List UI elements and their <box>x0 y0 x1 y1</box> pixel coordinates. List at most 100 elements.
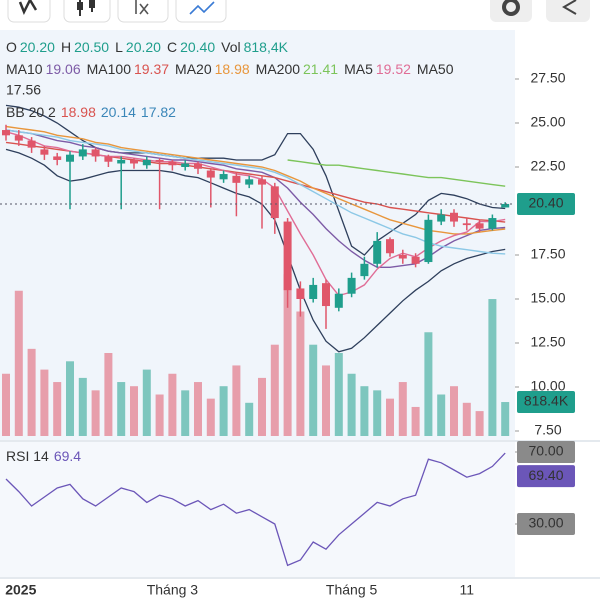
candle-body <box>2 130 10 136</box>
ohlc-value: 20.40 <box>180 39 215 55</box>
last-price-box <box>517 192 575 215</box>
hand-icon <box>18 0 38 16</box>
candle-body <box>232 175 241 183</box>
tool-draw[interactable] <box>175 0 227 23</box>
gear-icon <box>502 0 520 16</box>
volume-bar <box>462 402 471 436</box>
bb-middle: 18.98 <box>61 104 96 120</box>
volume-bar <box>270 344 279 436</box>
volume-bar <box>142 369 151 436</box>
y-tick-label: 27.50 <box>530 70 565 86</box>
price-panel <box>0 30 515 440</box>
volume-bar <box>347 373 356 436</box>
volume-bar <box>309 344 318 436</box>
volume-label: 818.4K <box>524 393 569 409</box>
bb-upper-value: 20.14 <box>101 104 136 120</box>
share-button[interactable] <box>546 0 590 22</box>
volume-bar <box>104 353 113 436</box>
draw-icon <box>189 1 215 15</box>
candle-body <box>245 179 254 185</box>
ma-name: MA20 <box>175 61 212 77</box>
volume-bar <box>78 377 87 436</box>
volume-bar <box>117 382 126 436</box>
ma-line <box>5 129 506 255</box>
volume-bar <box>245 402 254 436</box>
candle-body <box>386 239 394 254</box>
candle-body <box>334 293 343 308</box>
ohlc-value: 20.50 <box>74 39 109 55</box>
bb-upper <box>5 104 506 256</box>
volume-bar <box>219 386 228 436</box>
volume-bar <box>40 369 49 436</box>
candle-body <box>206 170 215 178</box>
tool-hand[interactable] <box>7 0 51 23</box>
bb-name: BB 20 2 <box>6 104 56 120</box>
volume-bar <box>53 382 62 436</box>
volume-bar <box>66 361 74 436</box>
ohlc-value: 20.20 <box>20 39 55 55</box>
ma-name: MA50 <box>417 61 454 77</box>
settings-button[interactable] <box>490 0 532 22</box>
candle-body <box>488 218 497 229</box>
candle-body <box>411 256 420 264</box>
volume-bar <box>296 311 305 436</box>
tool-candle[interactable] <box>63 0 111 23</box>
candle-body <box>258 179 266 185</box>
rsi-tick-box <box>517 513 575 535</box>
bb-legend: BB 20 2 18.98 20.14 17.82 <box>6 104 176 120</box>
toolbar[interactable] <box>7 0 590 23</box>
volume-bar <box>373 390 382 436</box>
candle-body <box>53 156 62 160</box>
volume-bar <box>155 394 164 436</box>
volume-bar <box>27 348 36 436</box>
rsi-name: RSI 14 <box>6 448 49 464</box>
ohlc-key: L <box>115 39 123 55</box>
candle-body <box>78 149 87 157</box>
ma-value: 17.56 <box>6 82 41 98</box>
volume-bar <box>168 373 177 436</box>
ma-value: 19.52 <box>376 61 411 77</box>
volume-bar <box>258 377 266 436</box>
candle-body <box>475 223 484 229</box>
rsi-tick-label: 30.00 <box>528 515 563 531</box>
volume-bar <box>475 411 484 436</box>
y-tick-label: 15.00 <box>530 290 565 306</box>
volume-bar <box>206 398 215 436</box>
volume-bar <box>283 274 292 436</box>
candle-body <box>194 163 202 169</box>
volume-bar <box>322 365 330 436</box>
candle-body <box>270 186 279 219</box>
candle-body <box>219 174 228 180</box>
volume-bar <box>91 390 100 436</box>
candle-body <box>66 154 74 162</box>
y-tick-label: 25.00 <box>530 114 565 130</box>
candle-body <box>14 135 23 141</box>
volume-bar <box>437 394 446 436</box>
volume-bar <box>2 373 10 436</box>
volume-bar <box>450 386 458 436</box>
candle-body <box>40 149 49 155</box>
rsi-tick-label: 70.00 <box>528 443 563 459</box>
rsi-line <box>5 452 506 567</box>
candle-body <box>424 219 433 263</box>
candle-body <box>104 156 113 162</box>
ma-line <box>5 129 506 268</box>
volume-bar <box>360 386 369 436</box>
candle-icon-body <box>89 0 95 8</box>
volume-bar <box>411 406 420 436</box>
x-tick-label: 2025 <box>5 582 36 598</box>
ohlc-value: 20.20 <box>126 39 161 55</box>
candle-body <box>501 203 510 208</box>
volume-bar <box>232 365 241 436</box>
ma-line <box>5 131 506 297</box>
ma-line <box>5 125 506 235</box>
candle-body <box>181 163 190 167</box>
ohlc-key: H <box>61 39 71 55</box>
y-tick-label: 17.50 <box>530 246 565 262</box>
candle-body <box>322 283 330 307</box>
rsi-tick-box <box>517 441 575 463</box>
last-price-label: 20.40 <box>528 195 563 211</box>
volume-box <box>517 391 575 414</box>
candle-body <box>450 212 458 222</box>
ma-legend: MA10 19.06 MA100 19.37 MA20 18.98 MA200 21.41 MA… <box>6 61 454 77</box>
